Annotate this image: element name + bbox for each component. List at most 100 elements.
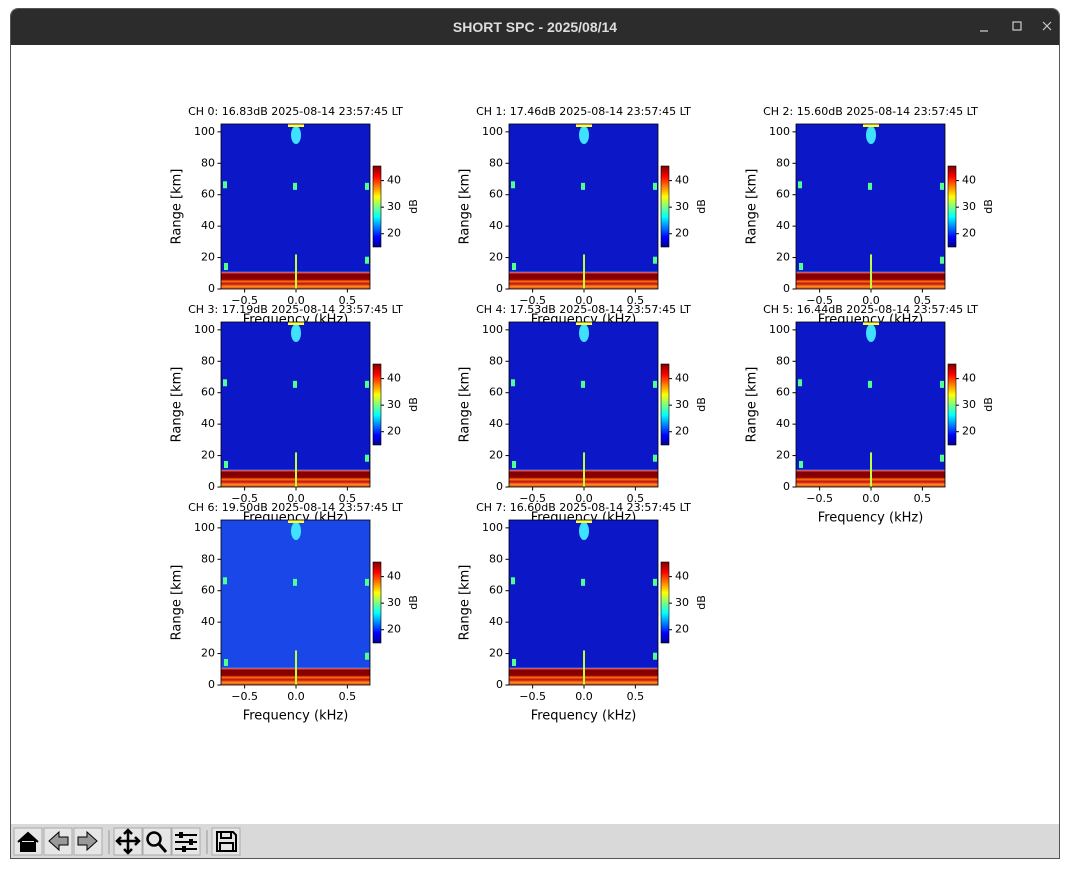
colorbar-tick-label: 20 <box>675 227 689 240</box>
colorbar <box>372 165 382 248</box>
y-tick-label: 40 <box>489 615 503 628</box>
x-tick-label: 0.0 <box>575 492 593 505</box>
colorbar-tick-label: 20 <box>387 623 401 636</box>
y-axis-label: Range [km] <box>458 367 473 443</box>
spectrogram-echo <box>653 454 657 462</box>
spectrogram-echo <box>798 379 802 387</box>
spectrogram-echo <box>224 461 228 468</box>
y-tick-label: 80 <box>201 552 215 565</box>
spectrogram-echo <box>863 124 880 127</box>
y-tick-label: 80 <box>201 156 215 169</box>
spectrogram-echo <box>940 454 944 462</box>
colorbar <box>660 561 670 644</box>
axes-frame <box>795 321 946 488</box>
y-tick-label: 80 <box>776 156 790 169</box>
axes-frame <box>508 123 659 290</box>
y-tick-label: 80 <box>489 156 503 169</box>
spectrogram-echo <box>512 659 516 666</box>
toolbar-icons <box>13 827 241 856</box>
spectrogram-echo <box>581 182 586 190</box>
y-tick-label: 80 <box>489 354 503 367</box>
colorbar-tick-label: 30 <box>675 200 689 213</box>
maximize-button[interactable] <box>1012 21 1022 31</box>
colorbar-label: dB <box>407 595 420 610</box>
x-tick-label: 0.5 <box>339 690 357 703</box>
y-tick-label: 100 <box>482 521 503 534</box>
colorbar-tick-label: 30 <box>962 200 976 213</box>
colorbar-label: dB <box>695 199 708 214</box>
spectrogram-echo <box>291 522 302 540</box>
colorbar-tick-label: 40 <box>387 570 401 583</box>
x-axis-label: Frequency (kHz) <box>531 709 637 724</box>
colorbar <box>660 363 670 446</box>
subplot-title: CH 0: 16.83dB 2025-08-14 23:57:45 LT <box>188 105 403 118</box>
close-button[interactable] <box>1042 21 1052 31</box>
subplot-title: CH 5: 16.44dB 2025-08-14 23:57:45 LT <box>763 303 978 316</box>
toolbar <box>11 824 1059 858</box>
subplot: CH 4: 17.53dB 2025-08-14 23:57:45 LT 0 20 4… <box>458 303 709 526</box>
subplot-title: CH 7: 16.60dB 2025-08-14 23:57:45 LT <box>476 501 691 514</box>
x-tick-label: 0.0 <box>287 294 305 307</box>
y-tick-label: 80 <box>776 354 790 367</box>
spectrogram-echo <box>365 182 369 190</box>
x-tick-label: 0.5 <box>914 294 932 307</box>
y-axis-label: Range [km] <box>745 169 760 245</box>
x-tick-label: 0.0 <box>862 492 880 505</box>
colorbar-tick-label: 30 <box>675 398 689 411</box>
y-tick-label: 40 <box>201 417 215 430</box>
window-buttons <box>980 21 1052 32</box>
y-tick-label: 40 <box>201 615 215 628</box>
spectrogram-echo <box>223 577 227 585</box>
colorbar-tick-label: 20 <box>962 425 976 438</box>
subplot-title: CH 3: 17.19dB 2025-08-14 23:57:45 LT <box>188 303 403 316</box>
colorbar-label: dB <box>407 199 420 214</box>
y-tick-label: 80 <box>489 552 503 565</box>
colorbar <box>947 363 957 446</box>
y-tick-label: 0 <box>208 480 215 493</box>
spectrogram-echo <box>579 324 590 342</box>
spectrogram-echo <box>579 126 590 144</box>
spectrogram-echo <box>653 182 657 190</box>
spectrogram-echo <box>866 324 877 342</box>
y-tick-label: 0 <box>208 678 215 691</box>
x-axis-label: Frequency (kHz) <box>818 511 924 526</box>
axes-frame <box>220 519 371 686</box>
subplot: CH 7: 16.60dB 2025-08-14 23:57:45 LT 0 20 4… <box>458 501 709 724</box>
y-tick-label: 40 <box>776 219 790 232</box>
spectrogram-echo <box>576 520 593 523</box>
spectrogram-echo <box>293 182 298 190</box>
colorbar-label: dB <box>407 397 420 412</box>
spectrogram-echo <box>512 263 516 270</box>
colorbar <box>660 165 670 248</box>
y-tick-label: 100 <box>194 323 215 336</box>
spectrogram-echo <box>940 182 944 190</box>
subplot: CH 5: 16.44dB 2025-08-14 23:57:45 LT 0 20 4… <box>745 303 996 526</box>
x-tick-label: −0.5 <box>519 492 546 505</box>
spectrogram-echo <box>940 380 944 388</box>
spectrogram-echo <box>223 379 227 387</box>
y-tick-label: 20 <box>489 251 503 264</box>
axes-frame <box>220 123 371 290</box>
colorbar <box>372 363 382 446</box>
colorbar-tick-label: 40 <box>675 174 689 187</box>
axes-frame <box>508 519 659 686</box>
colorbar-tick-label: 30 <box>387 200 401 213</box>
colorbar-tick-label: 30 <box>387 596 401 609</box>
y-tick-label: 40 <box>776 417 790 430</box>
axes-frame <box>508 321 659 488</box>
x-tick-label: −0.5 <box>519 690 546 703</box>
x-tick-label: 0.5 <box>339 492 357 505</box>
y-tick-label: 60 <box>201 584 215 597</box>
spectrogram-echo <box>581 578 586 586</box>
x-tick-label: −0.5 <box>519 294 546 307</box>
spectrogram-echo <box>653 256 657 264</box>
subplot: CH 6: 19.50dB 2025-08-14 23:57:45 LT 0 20 4… <box>170 501 421 724</box>
spectrogram-echo <box>365 652 369 660</box>
y-tick-label: 20 <box>489 647 503 660</box>
y-axis-label: Range [km] <box>745 367 760 443</box>
y-axis-label: Range [km] <box>170 169 185 245</box>
y-tick-label: 20 <box>776 449 790 462</box>
window: SHORT SPC - 2025/08/14 CH 0: 16.83dB 202… <box>10 8 1060 859</box>
y-axis-label: Range [km] <box>458 565 473 641</box>
spectrogram-echo <box>224 263 228 270</box>
